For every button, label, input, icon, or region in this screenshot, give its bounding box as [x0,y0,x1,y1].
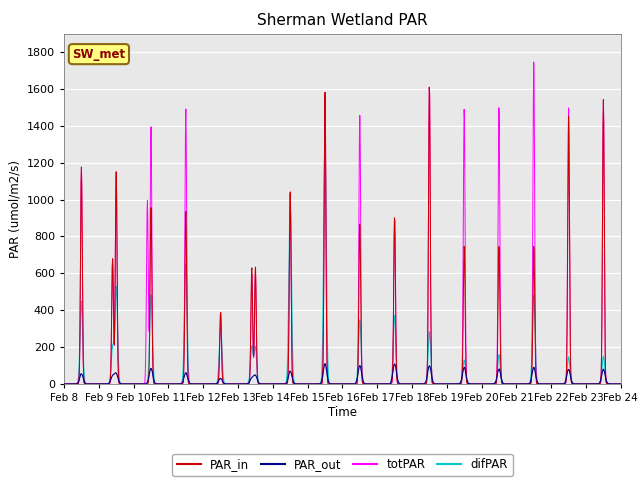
Legend: PAR_in, PAR_out, totPAR, difPAR: PAR_in, PAR_out, totPAR, difPAR [172,454,513,476]
Y-axis label: PAR (umol/m2/s): PAR (umol/m2/s) [8,160,21,258]
Title: Sherman Wetland PAR: Sherman Wetland PAR [257,13,428,28]
Text: SW_met: SW_met [72,48,125,60]
X-axis label: Time: Time [328,406,357,419]
